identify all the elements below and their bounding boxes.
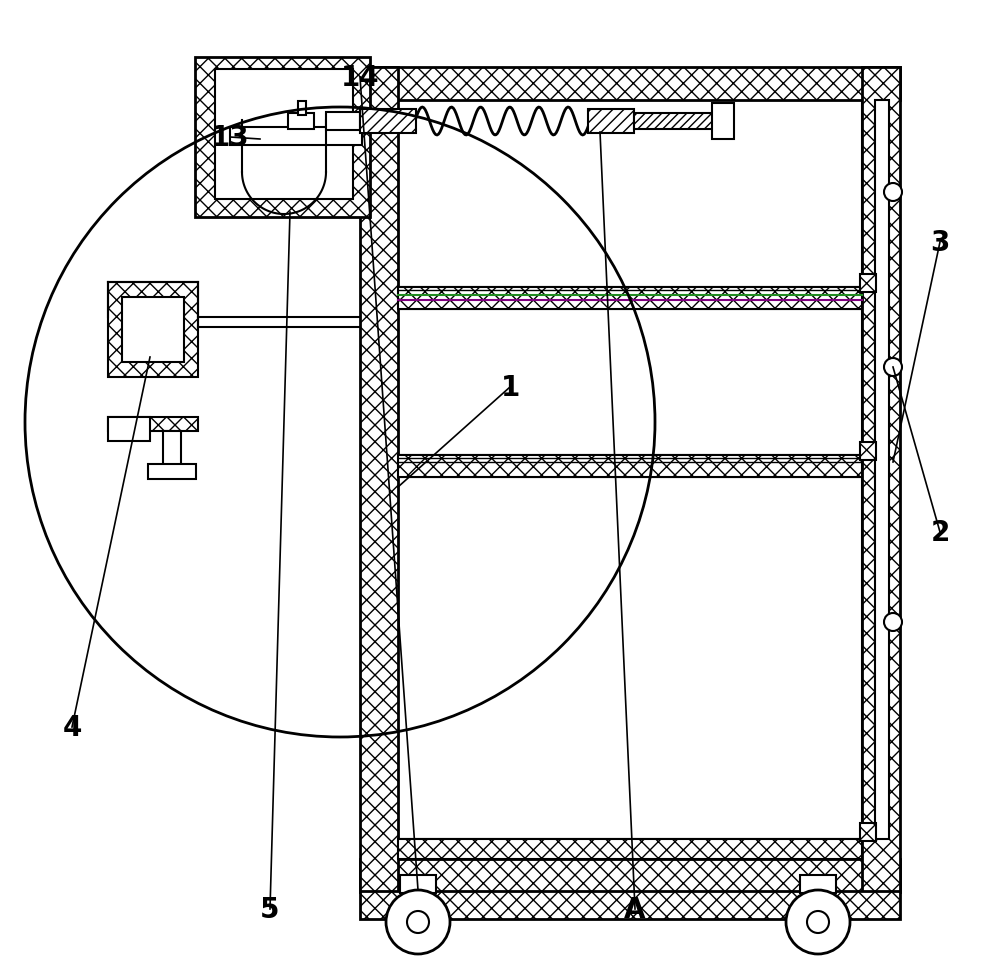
Text: A: A [624,895,646,923]
Bar [230,128,362,146]
Text: 4: 4 [62,713,82,742]
Text: 2: 2 [930,519,950,546]
Bar [360,891,900,919]
Bar [195,58,370,218]
Bar [634,114,714,130]
Bar [108,282,198,378]
Bar [398,101,862,287]
Bar [148,464,196,480]
Text: 5: 5 [260,895,280,923]
Bar [398,478,862,839]
Text: 13: 13 [211,124,249,151]
Bar [215,70,353,199]
Bar [400,875,436,893]
Bar [108,417,198,432]
Circle shape [407,912,429,933]
Bar [800,875,836,893]
Bar [862,68,900,892]
Text: 1: 1 [500,373,520,402]
Bar [398,839,862,859]
Bar [398,455,862,478]
Circle shape [386,890,450,954]
Bar [326,113,360,131]
Bar [360,109,416,134]
Bar [163,432,181,468]
Circle shape [884,614,902,631]
Circle shape [807,912,829,933]
Bar [108,417,150,442]
Text: 3: 3 [930,229,950,257]
Bar [588,109,634,134]
Bar [860,275,876,293]
Bar [360,68,398,892]
Bar [360,859,900,892]
Bar [398,310,862,455]
Bar [360,68,900,101]
Circle shape [786,890,850,954]
Bar [298,102,306,116]
Bar [712,104,734,140]
Bar [860,824,876,841]
Circle shape [884,359,902,376]
Text: 14: 14 [341,64,379,92]
Bar [122,298,184,362]
Bar [875,101,889,839]
Circle shape [884,184,902,202]
Bar [860,443,876,460]
Bar [398,287,862,310]
Bar [288,114,314,130]
